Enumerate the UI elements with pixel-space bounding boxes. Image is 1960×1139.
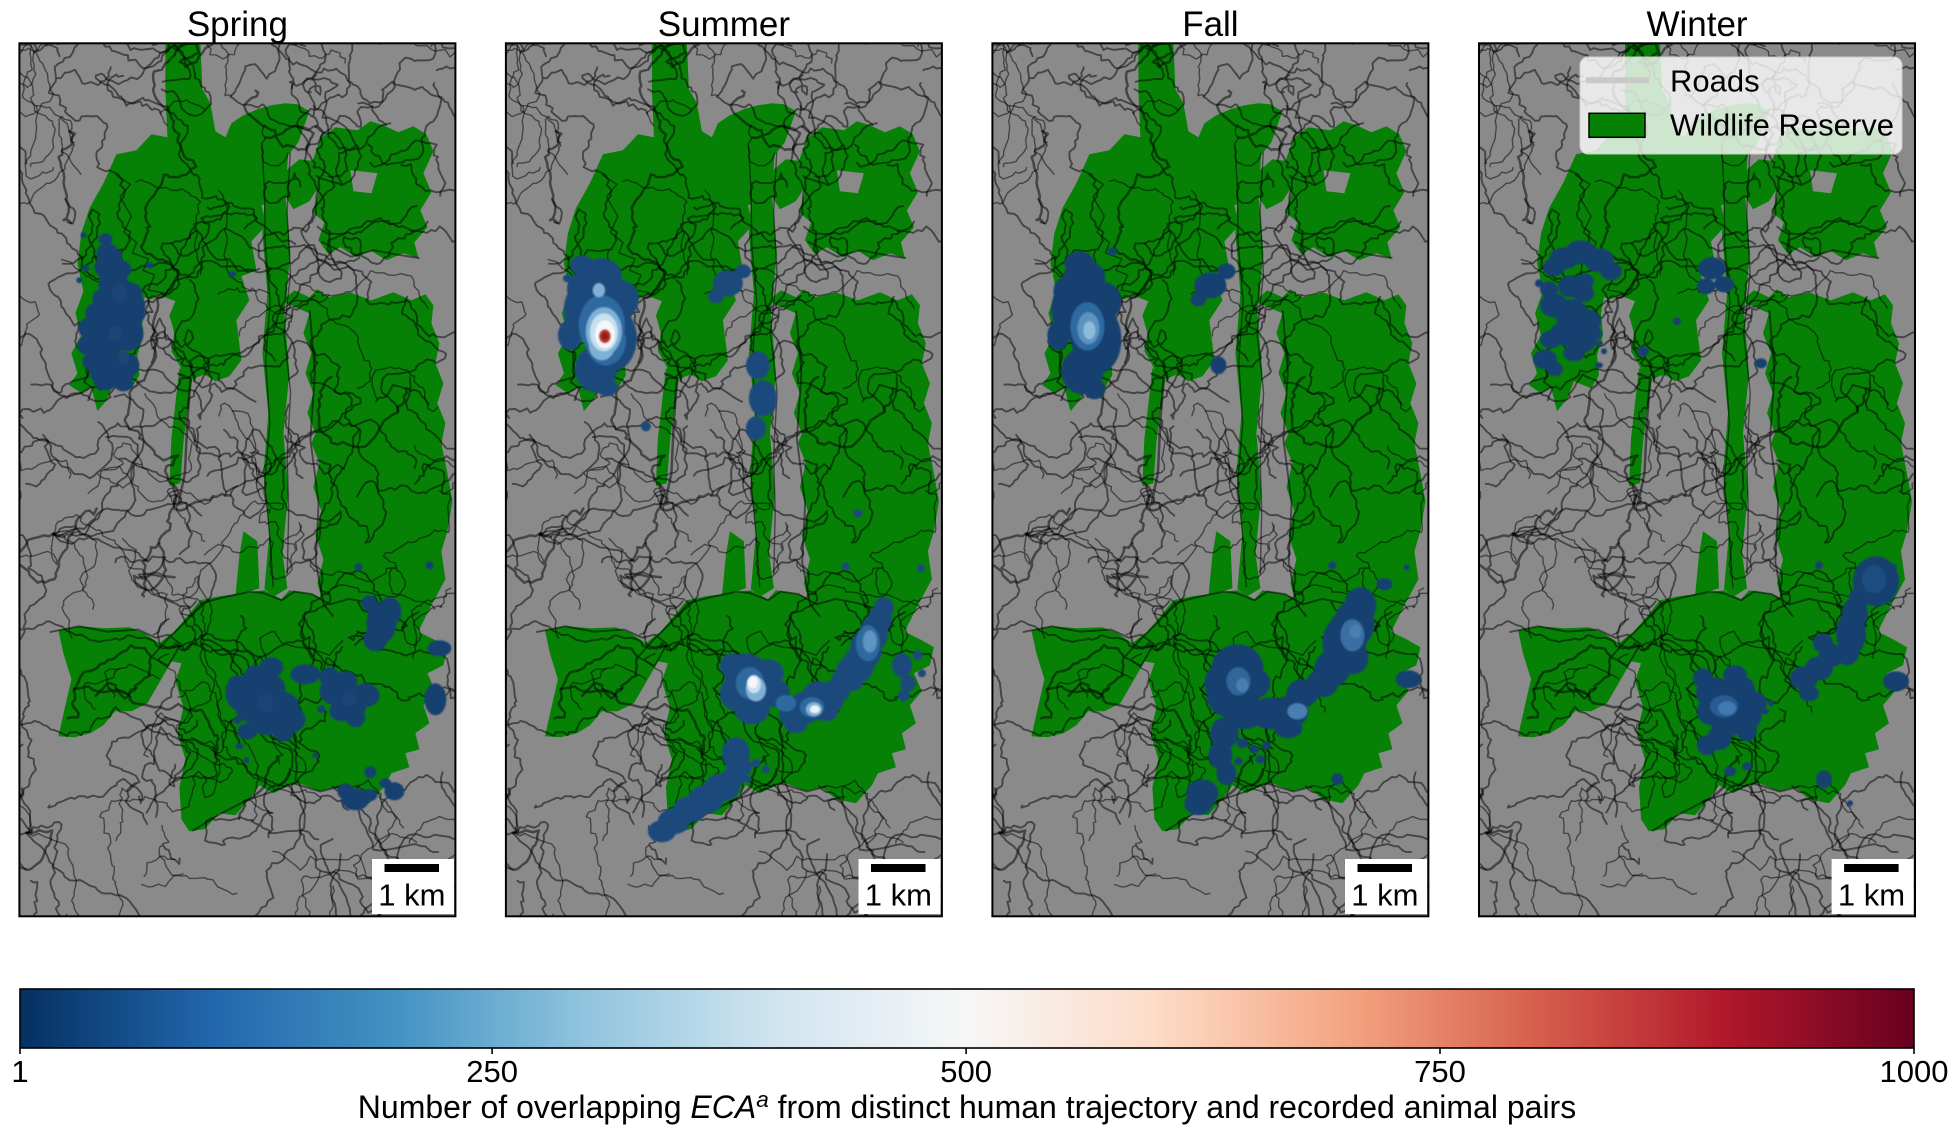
svg-text:750: 750 xyxy=(1414,1054,1466,1089)
svg-text:Spring: Spring xyxy=(187,5,288,44)
svg-text:250: 250 xyxy=(466,1054,518,1089)
svg-text:1000: 1000 xyxy=(1880,1054,1949,1089)
svg-text:Number of overlapping ECAa fro: Number of overlapping ECAa from distinct… xyxy=(358,1087,1576,1125)
svg-text:Wildlife Reserve: Wildlife Reserve xyxy=(1670,107,1894,142)
svg-text:Roads: Roads xyxy=(1670,63,1760,98)
svg-text:Fall: Fall xyxy=(1182,5,1238,44)
svg-text:Summer: Summer xyxy=(658,5,791,44)
svg-text:1: 1 xyxy=(11,1054,28,1089)
svg-text:500: 500 xyxy=(940,1054,992,1089)
svg-text:Winter: Winter xyxy=(1646,5,1747,44)
